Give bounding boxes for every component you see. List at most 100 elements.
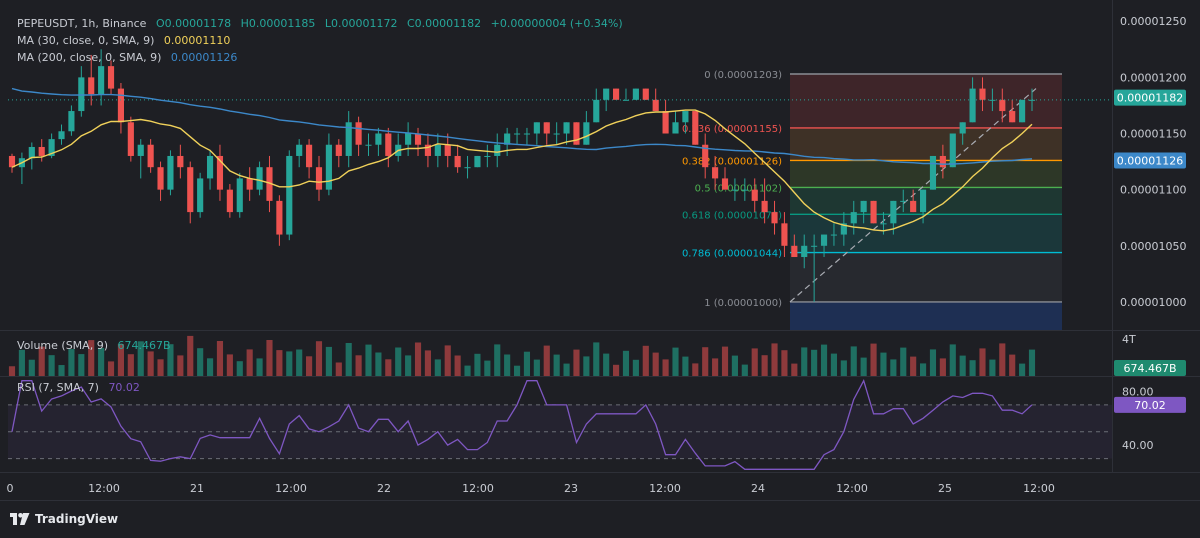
candle	[345, 111, 352, 168]
candle	[117, 82, 125, 134]
candle-body	[157, 167, 164, 190]
candle-body	[781, 223, 788, 246]
candle-body	[919, 189, 927, 213]
volume-bar	[48, 355, 55, 376]
volume-bar	[820, 344, 828, 376]
volume-bar	[583, 356, 590, 376]
volume-legend[interactable]: Volume (SMA, 9) 674.467B	[17, 339, 171, 353]
volume-bar	[989, 359, 996, 376]
ma200-label: MA (200, close, 0, SMA, 9)	[17, 51, 162, 64]
candle	[216, 144, 224, 201]
rsi-badge[interactable]: 70.02	[1114, 396, 1186, 413]
candle-body	[177, 155, 184, 168]
candle-body	[246, 178, 253, 190]
tradingview-logo[interactable]: TradingView	[10, 512, 118, 526]
candle-body	[622, 99, 630, 101]
volume-bar	[919, 363, 927, 376]
volume-bar	[365, 344, 372, 376]
candle	[434, 133, 441, 168]
candle-body	[840, 223, 847, 235]
axes: 0.00001250 0.00001200 0.00001150 0.00001100…	[0, 15, 1200, 501]
volume-bar	[276, 350, 283, 376]
symbol-line: PEPEUSDT, 1h, Binance	[17, 17, 147, 30]
ma200-badge[interactable]: 0.00001126	[1114, 152, 1186, 169]
candle-body	[197, 178, 204, 213]
volume-bar	[870, 343, 877, 376]
candle	[444, 133, 451, 168]
volume-bar	[405, 355, 412, 376]
rsi-pane	[8, 378, 1112, 470]
price-tick-label: 0.00001050	[1120, 240, 1186, 253]
rsi-tick-label: 80.00	[1122, 385, 1154, 398]
fib-level-label: 0.786 (0.00001044)	[682, 249, 782, 260]
candle	[454, 144, 461, 173]
candle	[731, 178, 738, 201]
volume-bar	[315, 341, 323, 376]
candle-body	[969, 88, 976, 123]
volume-bar	[375, 352, 382, 376]
candle-body	[38, 146, 45, 156]
ma200-legend[interactable]: MA (200, close, 0, SMA, 9) 0.00001126	[17, 51, 237, 65]
candle-body	[712, 167, 719, 179]
volume-badge-text: 674.467B	[1123, 362, 1176, 375]
candle	[414, 127, 422, 156]
candle-body	[58, 131, 65, 140]
rsi-line	[11, 378, 1033, 470]
candle-body	[345, 122, 352, 156]
volume-bar	[771, 343, 778, 376]
candle-body	[365, 144, 372, 146]
volume-bar	[890, 359, 897, 376]
ma30-label: MA (30, close, 0, SMA, 9)	[17, 34, 155, 47]
candle-body	[315, 167, 323, 190]
candle-body	[464, 167, 471, 169]
volume-bar	[355, 355, 362, 376]
candle-body	[216, 155, 224, 190]
volume-bar	[553, 354, 560, 376]
candle-body	[583, 122, 590, 145]
volume-bar	[840, 360, 847, 376]
volume-bar	[900, 347, 907, 376]
candle	[820, 234, 828, 258]
candle	[563, 122, 570, 145]
volume-bar	[1019, 363, 1026, 376]
fib-level-label: 0.618 (0.00001078)	[682, 210, 782, 221]
candle-body	[553, 133, 560, 135]
volume-bar	[187, 335, 194, 376]
candle-body	[682, 111, 689, 123]
ohlc-low: L0.00001172	[324, 17, 398, 30]
volume-bar	[860, 357, 867, 376]
candle	[107, 60, 115, 95]
ma30-value: 0.00001110	[163, 34, 231, 47]
candle-body	[385, 133, 392, 156]
volume-bar	[28, 359, 35, 376]
last-price-badge[interactable]: 0.00001182	[1114, 89, 1186, 106]
volume-bar	[573, 349, 580, 376]
candle	[692, 111, 699, 145]
candle	[652, 88, 659, 112]
volume-bar	[939, 358, 946, 376]
last-price-badge-text: 0.00001182	[1117, 92, 1183, 105]
fib-zone	[790, 74, 1062, 128]
candle	[939, 144, 946, 179]
volume-bar	[98, 348, 105, 376]
volume-bar	[652, 352, 659, 376]
volume-bar	[672, 347, 679, 376]
time-tick-label: 12:00	[462, 482, 494, 495]
candle	[751, 178, 758, 213]
ma30-legend[interactable]: MA (30, close, 0, SMA, 9) 0.00001110	[17, 34, 230, 48]
candle	[306, 139, 313, 179]
candle-body	[286, 155, 293, 235]
candle	[632, 88, 639, 100]
candle	[712, 155, 719, 190]
candle-body	[206, 155, 214, 179]
candle	[424, 133, 431, 168]
volume-label: Volume (SMA, 9)	[17, 339, 108, 352]
volume-badge[interactable]: 674.467B	[1114, 360, 1186, 376]
candle-body	[335, 144, 342, 156]
rsi-legend[interactable]: RSI (7, SMA, 7) 70.02	[17, 381, 140, 395]
candle	[335, 139, 342, 168]
volume-bar	[721, 346, 729, 376]
candle	[999, 88, 1006, 123]
